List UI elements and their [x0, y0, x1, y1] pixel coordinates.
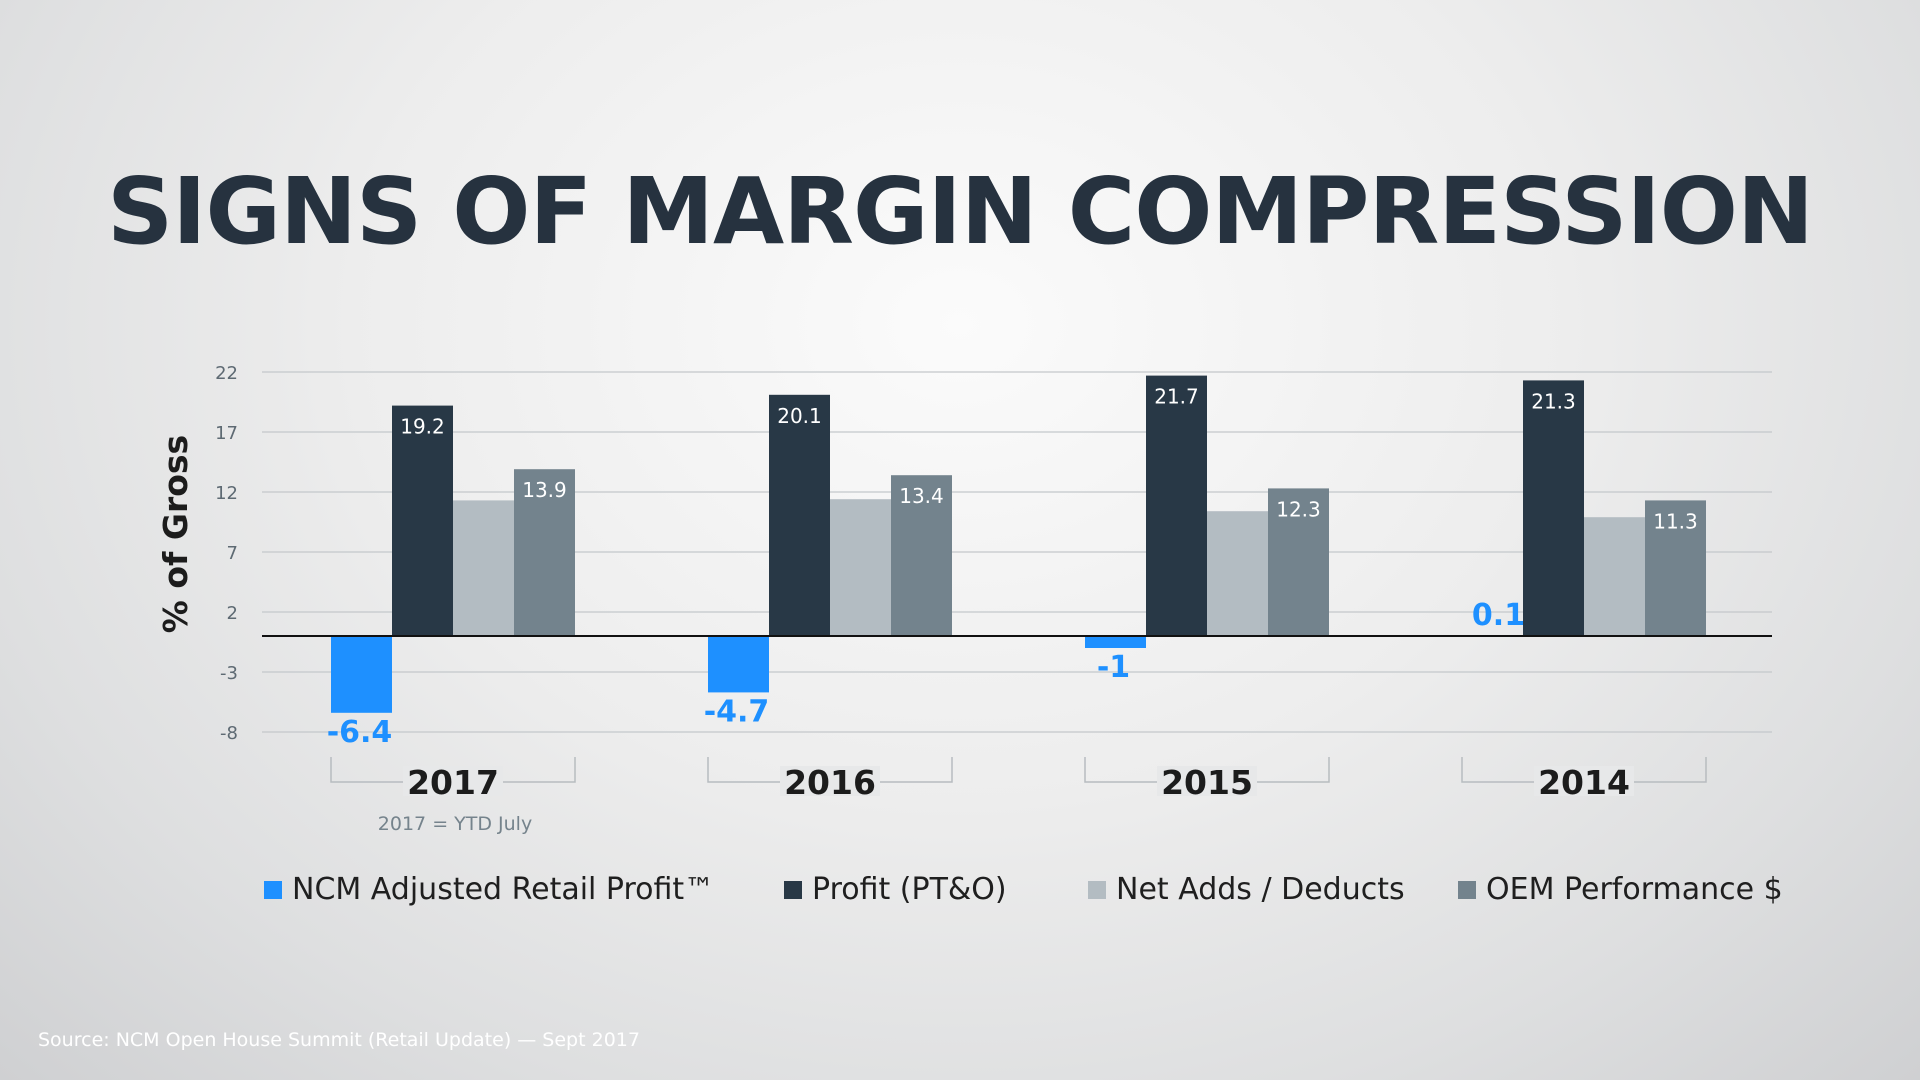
x-category-label: 2014: [1538, 763, 1630, 802]
y-tick-label: 17: [215, 423, 238, 444]
x-category-label: 2017: [407, 763, 499, 802]
data-label: 12.3: [1276, 497, 1321, 521]
y-tick-label: -8: [220, 723, 238, 744]
data-label: 13.4: [899, 484, 944, 508]
legend-label: OEM Performance $: [1486, 872, 1783, 907]
data-label: -4.7: [704, 694, 770, 729]
legend-item: Profit (PT&O): [784, 872, 1007, 907]
legend-label: NCM Adjusted Retail Profit™: [292, 872, 715, 907]
data-label: -6.4: [327, 715, 393, 750]
bar-2017-s2: [453, 500, 514, 636]
data-label: -1: [1097, 650, 1130, 685]
legend-swatch: [1458, 880, 1476, 899]
legend-swatch: [1088, 880, 1106, 899]
x-category-label: 2015: [1161, 763, 1253, 802]
bar-2016-s0: [708, 636, 769, 693]
data-label: 19.2: [400, 415, 445, 439]
legend-swatch: [784, 880, 802, 899]
data-label: 11.3: [1653, 509, 1698, 533]
bar-2014-s1: [1523, 380, 1584, 636]
source-note: Source: NCM Open House Summit (Retail Up…: [38, 1029, 640, 1051]
bar-2015-s3: [1268, 488, 1329, 636]
bar-2017-s3: [514, 469, 575, 636]
legend-label: Profit (PT&O): [812, 872, 1007, 907]
bar-chart: 22 17 12 7 2 -3 -8 % of Gross -6.4 19.2 13.9 2017 -4…: [156, 363, 1772, 835]
bar-2016-s3: [891, 475, 952, 636]
page-title: SIGNS OF MARGIN COMPRESSION: [107, 158, 1814, 265]
data-label: 0.1: [1472, 598, 1525, 633]
bar-2015-s1: [1146, 375, 1207, 636]
y-tick-label: 7: [227, 543, 238, 564]
bar-2017-s0: [331, 636, 392, 713]
bar-2014-s2: [1584, 517, 1645, 636]
x-category-label: 2016: [784, 763, 876, 802]
legend-item: OEM Performance $: [1458, 872, 1783, 907]
legend-swatch: [264, 880, 282, 899]
bar-2015-s2: [1207, 511, 1268, 636]
category-label-bg: [1534, 766, 1634, 796]
category-note: 2017 = YTD July: [378, 813, 532, 835]
bar-2017-s1: [392, 405, 453, 636]
chart-legend: NCM Adjusted Retail Profit™ Profit (PT&O)…: [264, 872, 1784, 922]
legend-item: NCM Adjusted Retail Profit™: [264, 872, 714, 907]
category-label-bg: [403, 766, 503, 796]
data-label: 20.1: [777, 404, 822, 428]
bar-2015-s0: [1085, 636, 1146, 648]
bar-2016-s2: [830, 499, 891, 636]
data-label: 21.3: [1531, 389, 1576, 413]
data-label: 21.7: [1154, 385, 1199, 409]
y-tick-label: -3: [220, 663, 238, 684]
y-axis-title: % of Gross: [156, 435, 195, 633]
bar-2014-s3: [1645, 500, 1706, 636]
legend-item: Net Adds / Deducts: [1088, 872, 1405, 907]
bar-2016-s1: [769, 394, 830, 636]
data-label: 13.9: [522, 478, 567, 502]
legend-label: Net Adds / Deducts: [1116, 872, 1405, 907]
category-label-bg: [1157, 766, 1257, 796]
y-tick-label: 12: [215, 483, 238, 504]
y-tick-label: 22: [215, 363, 238, 384]
category-label-bg: [780, 766, 880, 796]
y-tick-label: 2: [227, 603, 238, 624]
